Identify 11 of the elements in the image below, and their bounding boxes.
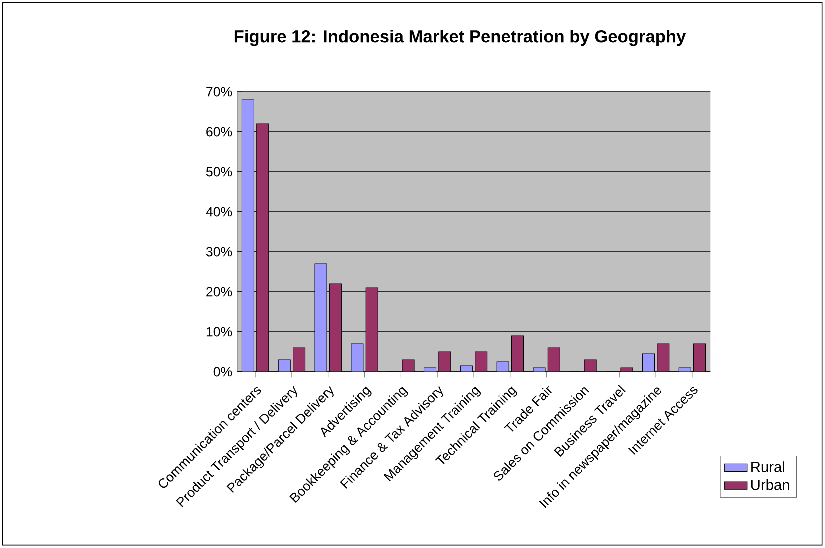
y-tick-label: 40% — [206, 207, 232, 217]
y-tick-label: 20% — [206, 287, 232, 297]
y-tick-label: 50% — [206, 167, 232, 177]
y-tick-label: 30% — [206, 247, 232, 257]
y-tick-label: 60% — [206, 127, 232, 137]
y-tick-label: 0% — [214, 367, 232, 377]
y-tick-label: 70% — [206, 87, 232, 97]
legend-label: Urban — [751, 480, 790, 490]
y-tick-label: 10% — [206, 327, 232, 337]
chart-title: Figure 12: Indonesia Market Penetration by Geography — [234, 30, 686, 46]
legend-label: Rural — [752, 462, 784, 472]
